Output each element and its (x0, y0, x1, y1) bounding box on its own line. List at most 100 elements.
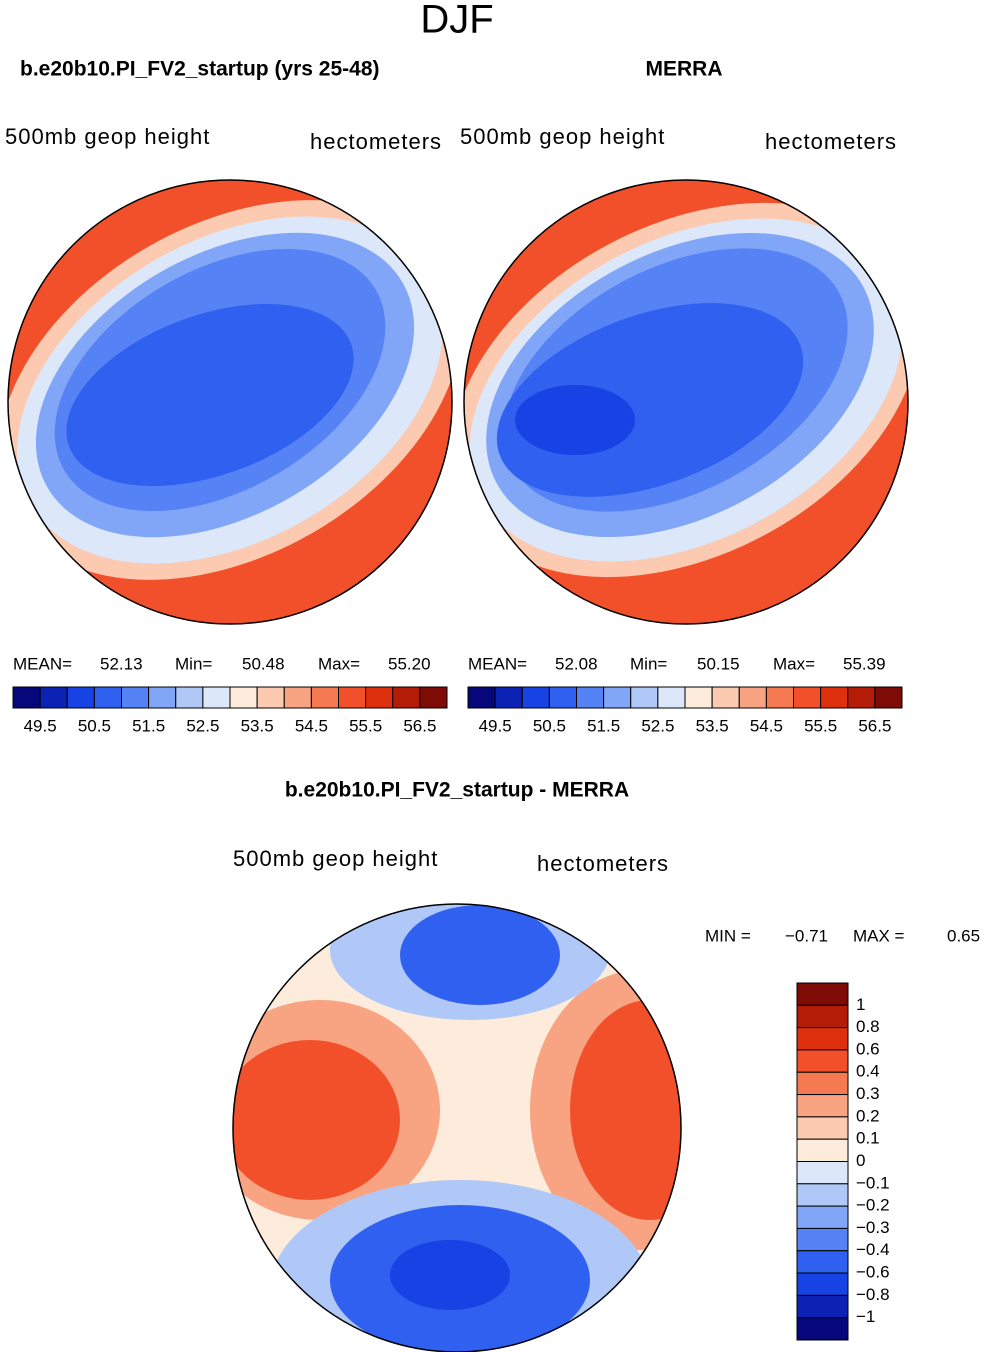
colorbar-box (365, 686, 394, 709)
colorbar-label: 54.5 (295, 716, 328, 735)
colorbar-box (121, 686, 150, 709)
colorbar-label: 0.8 (856, 1017, 880, 1036)
colorbar-box (796, 1272, 849, 1296)
stat-label: MIN = (705, 926, 751, 945)
colorbar-box (796, 1116, 849, 1140)
stat-label: Max= (318, 654, 360, 673)
stat-value: −0.71 (785, 926, 828, 945)
colorbar-box (796, 1161, 849, 1185)
colorbar-box (796, 1071, 849, 1096)
colorbar-box (796, 1294, 849, 1319)
field-label: 500mb geop height (5, 124, 210, 149)
colorbar-label: 56.5 (858, 716, 891, 735)
colorbar-box (820, 686, 849, 709)
colorbar-label: −0.6 (856, 1263, 890, 1282)
colorbar-box (521, 686, 550, 709)
stat-value: 55.20 (388, 654, 431, 673)
colorbar-label: −0.3 (856, 1218, 890, 1237)
colorbar-box (657, 686, 686, 709)
colorbar-box (283, 686, 312, 709)
colorbar-box (93, 686, 122, 709)
colorbar-box (793, 686, 822, 709)
colorbar-box (711, 686, 740, 709)
colorbar-label: 50.5 (78, 716, 111, 735)
stat-value: 52.08 (555, 654, 598, 673)
stat-label: Min= (630, 654, 667, 673)
units-label: hectometers (537, 851, 669, 876)
colorbar-box (765, 686, 794, 709)
colorbar-box (338, 686, 367, 709)
map-merra (464, 180, 908, 624)
colorbar-box (874, 686, 903, 709)
stat-value: 50.15 (697, 654, 740, 673)
colorbar-box (796, 1250, 849, 1274)
field-label: 500mb geop height (233, 846, 438, 871)
colorbar-box (796, 1049, 849, 1073)
colorbar-box (796, 1317, 849, 1341)
colorbar-label: −1 (856, 1307, 875, 1326)
colorbar-box (684, 686, 713, 709)
panel-title: b.e20b10.PI_FV2_startup (yrs 25-48) (20, 58, 380, 81)
colorbar-label: 52.5 (641, 716, 674, 735)
colorbar-label: 0.4 (856, 1062, 880, 1081)
stat-value: 55.39 (843, 654, 886, 673)
colorbar-label: 52.5 (186, 716, 219, 735)
stat-label: MEAN= (13, 654, 72, 673)
map-border (463, 179, 909, 625)
map-border (7, 179, 453, 625)
colorbar-box (796, 1094, 849, 1118)
colorbar-label: −0.4 (856, 1240, 890, 1259)
colorbar-box (796, 1138, 849, 1162)
colorbar-box (467, 686, 496, 709)
colorbar-label: 49.5 (479, 716, 512, 735)
colorbar-box (392, 686, 421, 709)
colorbar-box (796, 982, 849, 1006)
colorbar-box (419, 686, 448, 709)
colorbar-label: 0 (856, 1151, 865, 1170)
colorbar-label: 53.5 (696, 716, 729, 735)
colorbar-label: 1 (856, 995, 865, 1014)
colorbar-label: 0.2 (856, 1106, 880, 1125)
colorbar-box (796, 1027, 849, 1051)
colorbar-box (796, 1183, 849, 1207)
colorbar-label: −0.8 (856, 1285, 890, 1304)
stat-label: Min= (175, 654, 212, 673)
colorbar-box (310, 686, 339, 709)
colorbar-box (796, 1004, 849, 1029)
colorbar-box (66, 686, 95, 709)
colorbar-label: 55.5 (349, 716, 382, 735)
stat-value: 52.13 (100, 654, 143, 673)
colorbar-box (796, 1205, 849, 1229)
stat-label: MEAN= (468, 654, 527, 673)
colorbar-label: 54.5 (750, 716, 783, 735)
colorbar-box (576, 686, 605, 709)
figure-title: DJF (420, 0, 493, 42)
colorbar-box (603, 686, 632, 709)
field-label: 500mb geop height (460, 124, 665, 149)
panel-title: b.e20b10.PI_FV2_startup - MERRA (285, 779, 629, 802)
stat-label: Max= (773, 654, 815, 673)
colorbar-box (630, 686, 659, 709)
units-label: hectometers (310, 129, 442, 154)
stat-value: 50.48 (242, 654, 285, 673)
colorbar-box (548, 686, 577, 709)
map-model (8, 180, 452, 624)
colorbar-label: 0.1 (856, 1129, 880, 1148)
colorbar-label: −0.2 (856, 1196, 890, 1215)
colorbar-box (175, 686, 204, 709)
colorbar-label: 55.5 (804, 716, 837, 735)
colorbar-label: 50.5 (533, 716, 566, 735)
stat-label: MAX = (853, 926, 905, 945)
map-border (232, 903, 682, 1352)
colorbar-label: 53.5 (241, 716, 274, 735)
panel-title: MERRA (646, 58, 723, 81)
map-difference (233, 904, 681, 1352)
colorbar-box (847, 686, 876, 709)
colorbar-box (12, 686, 41, 709)
colorbar-box (738, 686, 767, 709)
colorbar-label: 51.5 (132, 716, 165, 735)
colorbar-box (796, 1227, 849, 1252)
units-label: hectometers (765, 129, 897, 154)
colorbar-label: 0.3 (856, 1084, 880, 1103)
colorbar-box (148, 686, 177, 709)
